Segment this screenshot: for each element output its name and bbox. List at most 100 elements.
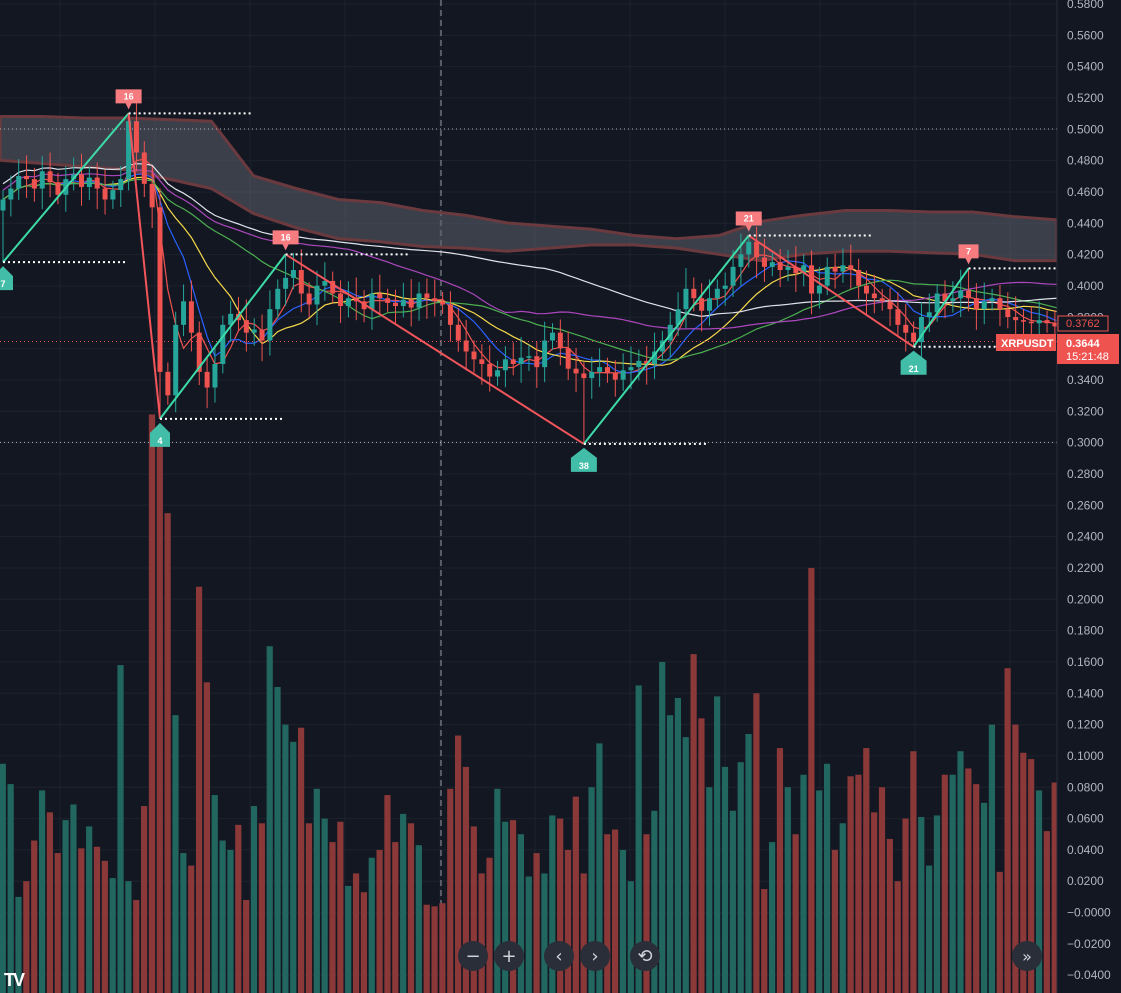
volume-bar	[195, 586, 203, 993]
volume-bar	[1051, 782, 1058, 993]
volume-bar	[470, 826, 477, 993]
candle-body	[0, 199, 6, 211]
candle-body	[8, 188, 14, 200]
volume-bar	[313, 788, 320, 993]
volume-bar	[933, 815, 941, 993]
scroll-to-realtime-button[interactable]: »	[1012, 941, 1042, 971]
volume-bar	[1043, 831, 1050, 993]
candle-body	[589, 371, 595, 379]
candle-body	[542, 340, 548, 368]
volume-bar	[721, 766, 729, 993]
candle-body	[479, 359, 485, 365]
candle-body	[47, 171, 53, 183]
volume-bar	[188, 865, 195, 993]
candle-body	[16, 176, 22, 189]
volume-bars	[0, 414, 1066, 993]
candle-body	[306, 293, 312, 305]
candle-body	[55, 182, 61, 195]
volume-bar	[973, 784, 980, 993]
candle-body	[447, 304, 453, 325]
candle-body	[816, 285, 822, 294]
volume-bar	[86, 826, 93, 993]
volume-bar	[400, 813, 407, 993]
volume-bar	[698, 718, 705, 993]
candle-body	[848, 265, 854, 271]
volume-bar	[141, 806, 148, 993]
volume-bar	[329, 842, 336, 993]
candle-body	[518, 357, 524, 365]
candle-body	[777, 262, 783, 271]
volume-bar	[494, 788, 501, 993]
price-tick-label: 0.0400	[1067, 843, 1104, 857]
price-tick-label: 0.2800	[1067, 467, 1104, 481]
candle-body	[675, 309, 681, 325]
volume-bar	[596, 743, 603, 993]
volume-bar	[926, 865, 933, 993]
candle-body	[911, 332, 917, 343]
volume-bar	[839, 823, 846, 993]
volume-bar	[682, 737, 689, 993]
price-tick-label: 0.1800	[1067, 624, 1104, 638]
candle-body	[440, 301, 446, 305]
candle-body	[707, 298, 712, 311]
candle-body	[667, 324, 673, 341]
zoom-out-button[interactable]: −	[458, 941, 488, 971]
reset-chart-button[interactable]: ⟲	[630, 941, 660, 971]
candle-body	[620, 370, 626, 380]
candle-body	[612, 373, 618, 380]
candle-countdown: 15:21:48	[1066, 351, 1109, 363]
tradingview-logo[interactable]: TV	[4, 970, 25, 990]
volume-bar	[384, 795, 391, 993]
volume-bar	[337, 821, 344, 993]
zoom-in-button[interactable]: +	[494, 941, 524, 971]
ma-price-tag-box	[1057, 315, 1109, 332]
volume-bar	[101, 860, 108, 993]
volume-bar	[345, 885, 352, 993]
candle-body	[345, 298, 351, 307]
candle-body	[471, 351, 477, 360]
price-tick-label: 0.4800	[1067, 154, 1104, 168]
scroll-left-button[interactable]: ‹	[544, 941, 574, 971]
price-tick-label: 0.1200	[1067, 718, 1104, 732]
candle-body	[133, 121, 139, 153]
price-tags: 0.3762 XRPUSDT 0.3644 15:21:48	[996, 315, 1119, 364]
symbol-tag: XRPUSDT	[1001, 338, 1054, 350]
candle-body	[738, 254, 744, 267]
price-tick-label: 0.0600	[1067, 812, 1104, 826]
volume-bar	[604, 834, 611, 993]
scroll-right-button[interactable]: ›	[580, 941, 610, 971]
price-tick-label: 0.5000	[1067, 122, 1104, 136]
price-tick-label: 0.4400	[1067, 216, 1104, 230]
candle-body	[809, 265, 815, 294]
volume-bar	[666, 715, 674, 993]
pivot-label: 4	[157, 436, 162, 446]
volume-bar	[871, 812, 878, 993]
volume-bar	[125, 881, 132, 993]
candle-body	[754, 241, 760, 258]
volume-bar	[439, 903, 446, 993]
volume-bar	[690, 654, 697, 993]
candle-body	[793, 266, 799, 274]
volume-bar	[46, 812, 53, 993]
candle-body	[636, 360, 642, 368]
volume-bar	[612, 829, 619, 993]
candle-body	[94, 177, 100, 189]
candle-body	[832, 266, 838, 272]
candle-body	[31, 179, 37, 189]
volume-bar	[886, 838, 893, 993]
candle-body	[958, 290, 964, 299]
volume-bar	[148, 414, 156, 993]
price-axis[interactable]: 0.5800 0.5600 0.5400 0.5200 0.5000 0.4800 0.46…	[1056, 0, 1121, 993]
volume-bar	[557, 818, 564, 993]
volume-bar	[290, 741, 297, 993]
volume-bar	[447, 788, 454, 993]
volume-bar	[847, 776, 854, 993]
volume-bar	[266, 646, 273, 993]
volume-bar	[1028, 759, 1035, 993]
volume-bar	[965, 768, 972, 993]
candle-body	[550, 332, 555, 341]
candle-body	[746, 241, 752, 255]
candle-body	[534, 356, 540, 368]
price-tick-label: 0.1600	[1067, 655, 1104, 669]
